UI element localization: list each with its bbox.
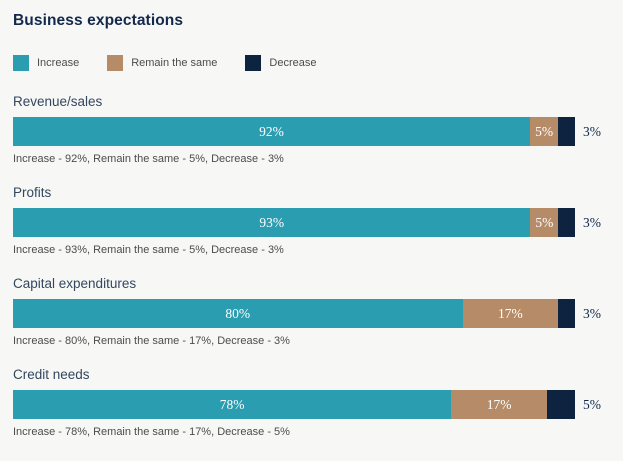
legend-swatch-decrease-icon: [245, 55, 262, 71]
bar-group: Revenue/sales 92% 5% 3% Increase - 92%, …: [13, 94, 611, 166]
increase-value-label: 78%: [219, 396, 245, 412]
bar-segment-decrease: [546, 390, 575, 419]
decrease-value-label: 5%: [583, 396, 601, 412]
category-label: Credit needs: [13, 367, 90, 382]
bar-caption: Increase - 92%, Remain the same - 5%, De…: [13, 153, 284, 165]
legend-item-decrease: Decrease: [245, 55, 317, 71]
bar-group: Credit needs 78% 17% 5% Increase - 78%, …: [13, 367, 611, 439]
bar-segment-increase: 80%: [13, 299, 463, 328]
category-label: Revenue/sales: [13, 94, 103, 109]
decrease-value-label: 3%: [583, 123, 601, 139]
bar-track: 78% 17%: [13, 390, 575, 419]
bar-segment-increase: 92%: [13, 117, 531, 146]
bar-segment-decrease: [558, 208, 575, 237]
chart-card: Business expectations Increase Remain th…: [13, 12, 611, 439]
bar-track: 93% 5%: [13, 208, 575, 237]
legend-swatch-increase-icon: [13, 55, 29, 71]
bar-caption: Increase - 80%, Remain the same - 17%, D…: [13, 335, 290, 347]
bar-groups: Revenue/sales 92% 5% 3% Increase - 92%, …: [13, 94, 611, 439]
remain-value-label: 5%: [535, 214, 554, 230]
bar-group: Capital expenditures 80% 17% 3% Increase…: [13, 276, 611, 348]
increase-value-label: 80%: [225, 305, 251, 321]
legend-label-decrease: Decrease: [269, 57, 317, 69]
bar-segment-increase: 93%: [13, 208, 531, 237]
bar-caption: Increase - 78%, Remain the same - 17%, D…: [13, 426, 290, 438]
bar-segment-decrease: [558, 117, 575, 146]
legend-swatch-remain-icon: [107, 55, 124, 71]
bar-row: 78% 17% 5%: [13, 390, 611, 419]
bar-segment-remain: 5%: [530, 117, 559, 146]
legend-label-increase: Increase: [37, 57, 80, 69]
bar-segment-remain: 17%: [462, 299, 559, 328]
remain-value-label: 17%: [497, 305, 523, 321]
bar-row: 80% 17% 3%: [13, 299, 611, 328]
bar-caption: Increase - 93%, Remain the same - 5%, De…: [13, 244, 284, 256]
category-label: Profits: [13, 185, 52, 200]
bar-track: 92% 5%: [13, 117, 575, 146]
legend-item-remain: Remain the same: [107, 55, 217, 71]
decrease-value-label: 3%: [583, 214, 601, 230]
bar-track: 80% 17%: [13, 299, 575, 328]
legend: Increase Remain the same Decrease: [13, 55, 611, 71]
increase-value-label: 93%: [259, 214, 285, 230]
remain-value-label: 5%: [535, 123, 554, 139]
legend-item-increase: Increase: [13, 55, 79, 71]
bar-row: 93% 5% 3%: [13, 208, 611, 237]
bar-row: 92% 5% 3%: [13, 117, 611, 146]
chart-title: Business expectations: [13, 12, 184, 29]
increase-value-label: 92%: [259, 123, 284, 139]
legend-label-remain: Remain the same: [131, 57, 218, 69]
bar-segment-decrease: [558, 299, 575, 328]
bar-segment-remain: 17%: [451, 390, 547, 419]
decrease-value-label: 3%: [583, 305, 601, 321]
remain-value-label: 17%: [486, 396, 512, 412]
bar-group: Profits 93% 5% 3% Increase - 93%, Remain…: [13, 185, 611, 257]
category-label: Capital expenditures: [13, 276, 137, 291]
bar-segment-increase: 78%: [13, 390, 452, 419]
bar-segment-remain: 5%: [530, 208, 559, 237]
